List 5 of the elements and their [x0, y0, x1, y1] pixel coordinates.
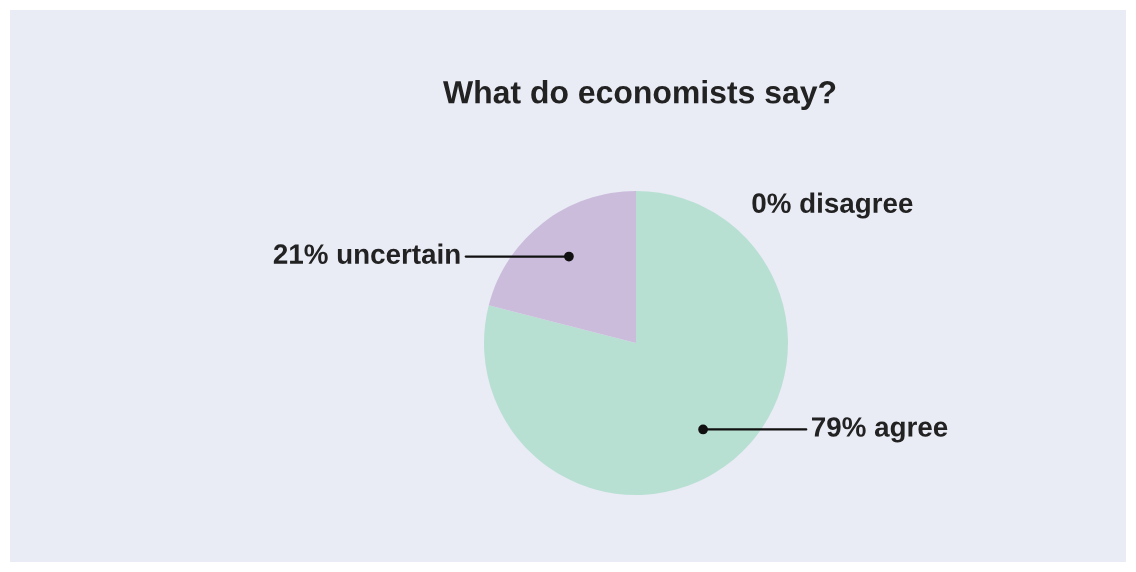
slice-label: 21% uncertain [273, 243, 460, 264]
category-label: 0% disagree [752, 192, 913, 219]
chart-title: What do economists say? [443, 80, 836, 110]
pie-slice [488, 191, 636, 343]
slice-label: 79% agree [811, 417, 948, 443]
